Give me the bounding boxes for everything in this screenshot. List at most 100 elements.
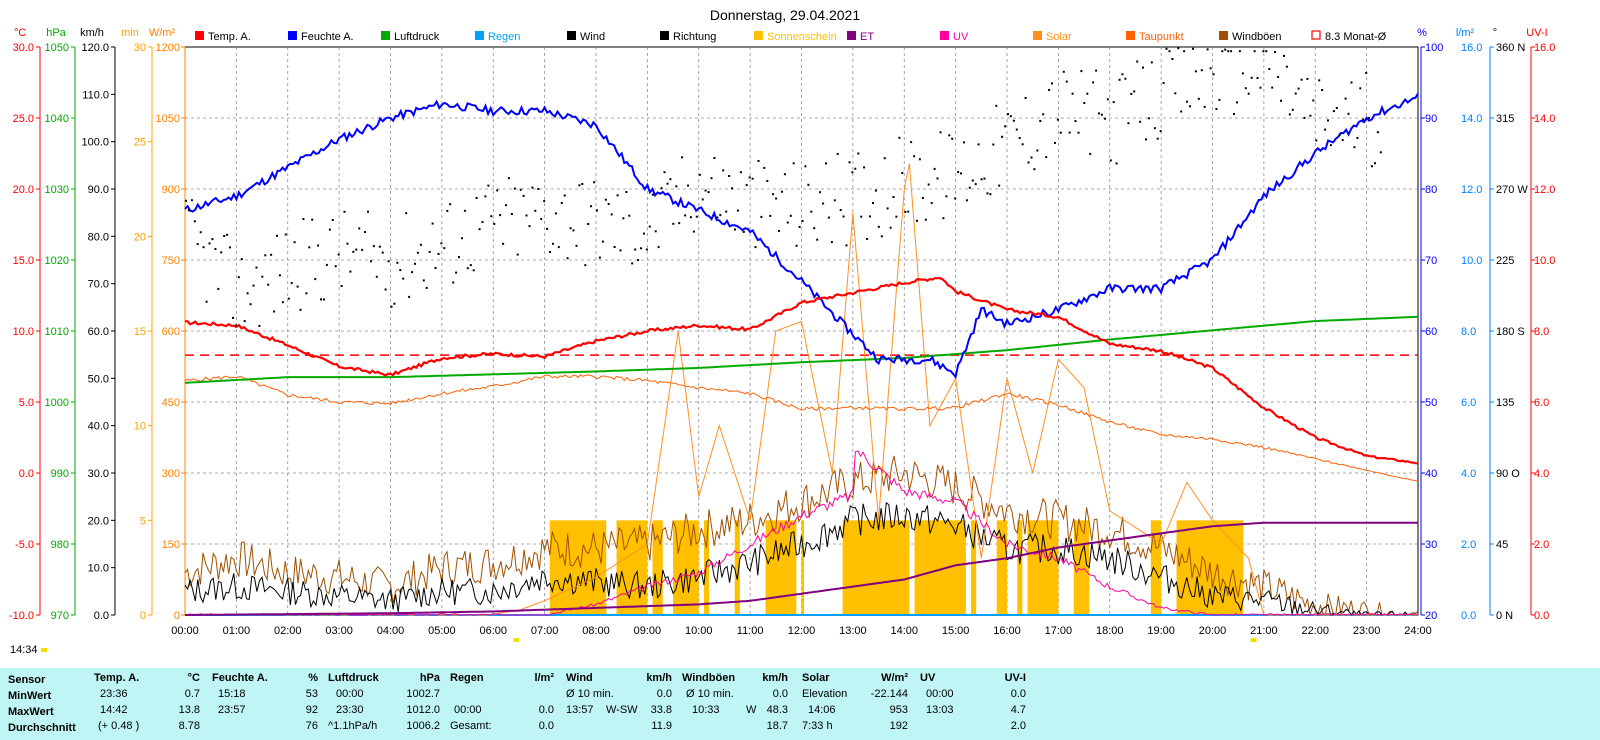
- left-axis-tick-label: -5.0: [15, 539, 34, 551]
- stats-temp-min-time: 23:36: [100, 688, 128, 700]
- right-axis-tick-label: 315: [1496, 113, 1514, 125]
- direction-dot: [1089, 152, 1092, 155]
- direction-dot: [1150, 61, 1153, 64]
- direction-dot: [872, 202, 874, 204]
- stats-wind-unit: km/h: [646, 672, 672, 684]
- direction-dot: [560, 202, 563, 204]
- direction-dot: [734, 228, 736, 231]
- legend-swatch: [381, 31, 390, 40]
- direction-dot: [405, 212, 408, 215]
- legend-swatch: [567, 31, 576, 40]
- right-axis-tick-label: 2.0: [1534, 539, 1549, 551]
- direction-dot: [1156, 137, 1159, 140]
- direction-dot: [687, 184, 689, 187]
- right-axis-tick-label: 16.0: [1461, 42, 1482, 54]
- direction-dot: [487, 184, 490, 187]
- sunshine-bar: [549, 520, 607, 615]
- direction-dot: [736, 209, 739, 212]
- direction-dot: [1192, 47, 1194, 50]
- right-axis-tick-label: 40: [1425, 468, 1437, 480]
- direction-dot: [1206, 48, 1209, 51]
- direction-dot: [763, 166, 766, 169]
- direction-dot: [781, 190, 783, 193]
- direction-dot: [408, 295, 411, 298]
- direction-dot: [866, 238, 869, 240]
- stats-solar-column: Solar W/m² Elevation -22.144 14:06 953 7…: [802, 672, 908, 740]
- legend-swatch: [475, 31, 484, 40]
- direction-dot: [308, 246, 311, 249]
- legend-swatch: [195, 31, 204, 40]
- direction-dot: [983, 177, 986, 180]
- direction-dot: [825, 162, 827, 165]
- stats-humidity-min-time: 15:18: [218, 688, 246, 700]
- direction-dot: [449, 203, 452, 206]
- direction-dot: [1030, 156, 1033, 159]
- direction-dot: [505, 204, 507, 207]
- direction-dot: [493, 222, 496, 225]
- direction-dot: [522, 194, 525, 197]
- direction-dot: [1309, 114, 1312, 117]
- direction-dot: [569, 227, 572, 230]
- direction-dot: [992, 143, 995, 146]
- direction-dot: [704, 189, 707, 192]
- direction-dot: [1039, 120, 1042, 122]
- direction-dot: [669, 178, 672, 181]
- direction-dot: [1065, 80, 1068, 83]
- direction-dot: [390, 305, 393, 308]
- right-axis-tick-label: 135: [1496, 397, 1514, 409]
- direction-dot: [1174, 92, 1177, 95]
- direction-dot: [1327, 119, 1329, 122]
- stats-uv-avg: 2.0: [1010, 720, 1026, 732]
- direction-dot: [549, 251, 551, 253]
- direction-dot: [1080, 70, 1083, 73]
- x-axis-tick-label: 23:00: [1353, 625, 1381, 637]
- direction-dot: [807, 183, 810, 186]
- left-axis-tick-label: 40.0: [88, 421, 109, 433]
- direction-dot: [205, 300, 208, 303]
- stats-temp-max-time: 14:42: [100, 704, 128, 716]
- direction-dot: [863, 166, 866, 169]
- direction-dot: [237, 276, 240, 279]
- direction-dot: [1095, 69, 1098, 72]
- direction-dot: [913, 155, 916, 158]
- direction-dot: [458, 256, 460, 259]
- stats-gust-avg: 18.7: [766, 720, 788, 732]
- right-axis-tick-label: 100: [1425, 42, 1443, 54]
- direction-dot: [986, 192, 989, 195]
- right-axis-tick-label: 6.0: [1461, 397, 1476, 409]
- direction-dot: [1012, 119, 1015, 122]
- stats-temp-unit: °C: [187, 672, 200, 684]
- stats-rain-max-time: 00:00: [454, 704, 482, 716]
- direction-dot: [355, 248, 358, 251]
- direction-dot: [1071, 92, 1074, 95]
- direction-dot: [1177, 47, 1180, 50]
- direction-dot: [581, 183, 584, 185]
- legend-swatch: [1033, 31, 1042, 40]
- x-axis-tick-label: 14:00: [890, 625, 918, 637]
- direction-dot: [1338, 133, 1341, 136]
- legend-label: Windböen: [1232, 31, 1282, 43]
- stats-humidity-column: Feuchte A. % 15:18 53 23:57 92 76: [212, 672, 318, 740]
- direction-dot: [963, 141, 965, 144]
- stats-row-min-label: MinWert: [8, 690, 52, 702]
- direction-dot: [1027, 161, 1030, 164]
- stats-solar-unit: W/m²: [881, 672, 908, 684]
- direction-dot: [1294, 92, 1297, 95]
- stats-humidity-avg: 76: [305, 720, 318, 732]
- direction-dot: [325, 263, 328, 266]
- direction-dot: [1059, 131, 1062, 134]
- stats-uv-min: 0.0: [1010, 688, 1026, 700]
- direction-dot: [1045, 156, 1048, 159]
- direction-dot: [666, 182, 669, 185]
- direction-dot: [663, 171, 666, 174]
- right-axis-tick-label: 10.0: [1461, 255, 1482, 267]
- stats-pressure-unit: hPa: [419, 672, 440, 684]
- left-axis-tick-label: 50.0: [88, 373, 109, 385]
- left-axis-tick-label: 100.0: [81, 137, 109, 149]
- direction-dot: [232, 316, 234, 319]
- direction-dot: [1230, 50, 1233, 53]
- direction-dot: [1291, 108, 1294, 111]
- left-axis-tick-label: 10.0: [13, 326, 34, 338]
- stats-pressure-header: Luftdruck: [328, 672, 379, 684]
- x-axis-tick-label: 16:00: [993, 625, 1021, 637]
